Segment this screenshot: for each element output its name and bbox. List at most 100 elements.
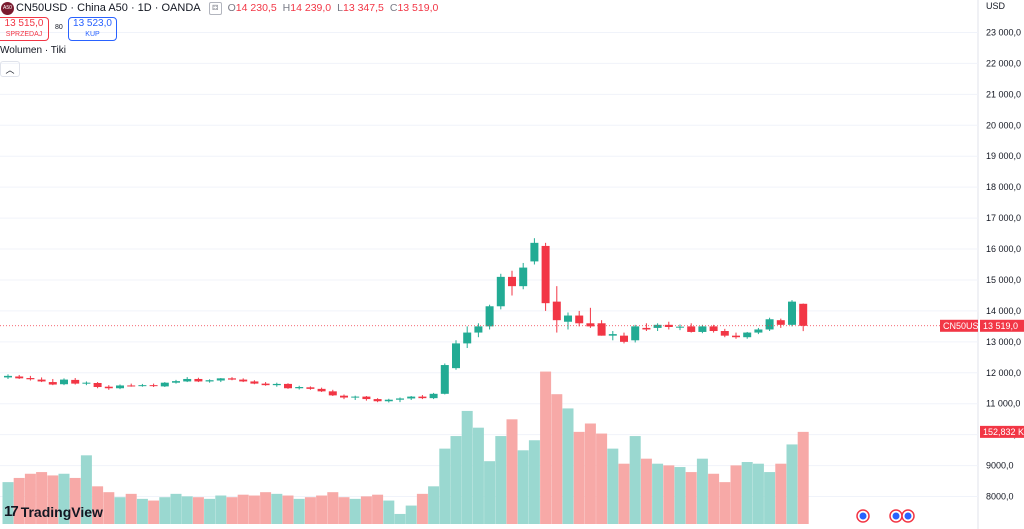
candle-body[interactable] <box>15 376 24 379</box>
y-tick-label: 12 000,0 <box>986 368 1021 378</box>
volume-bar <box>192 497 204 524</box>
volume-bar <box>584 423 596 524</box>
chevron-up-icon[interactable]: ︿ <box>0 61 20 77</box>
candle-body[interactable] <box>37 379 46 382</box>
candle-body[interactable] <box>597 323 606 336</box>
candle-body[interactable] <box>485 306 494 327</box>
sell-button[interactable]: 13 515,0 SPRZEDAJ <box>0 17 49 41</box>
currency-label[interactable]: USD <box>986 1 1006 11</box>
candle-body[interactable] <box>676 326 684 328</box>
candle-body[interactable] <box>384 399 393 402</box>
candle-body[interactable] <box>48 382 57 385</box>
candle-body[interactable] <box>351 396 360 398</box>
candle-body[interactable] <box>396 398 404 400</box>
ohlc-low-value: 13 347,5 <box>342 2 384 14</box>
candle-body[interactable] <box>60 379 68 385</box>
symbol-title[interactable]: CN50USD · China A50 · 1D · OANDA <box>16 2 201 14</box>
volume-indicator-label[interactable]: Wolumen · Tiki <box>0 45 66 56</box>
y-tick-label: 13 000,0 <box>986 337 1021 347</box>
volume-bar <box>528 440 540 524</box>
candle-body[interactable] <box>496 276 505 307</box>
volume-bar <box>159 497 171 524</box>
volume-bar <box>349 498 361 524</box>
candle-body[interactable] <box>519 267 528 287</box>
candle-body[interactable] <box>541 245 550 304</box>
volume-bar <box>237 494 249 524</box>
candle-body[interactable] <box>552 301 561 321</box>
candle-body[interactable] <box>328 391 337 396</box>
volume-bar <box>215 495 227 524</box>
candle-body[interactable] <box>743 332 752 338</box>
candle-body[interactable] <box>306 387 315 389</box>
candle-body[interactable] <box>564 315 572 322</box>
candle-body[interactable] <box>709 326 718 332</box>
candle-body[interactable] <box>754 329 763 333</box>
candle-body[interactable] <box>586 323 595 327</box>
candle-body[interactable] <box>429 393 438 399</box>
event-flag-dot <box>859 512 867 520</box>
ohlc-low-key: L <box>337 2 343 14</box>
candle-body[interactable] <box>788 301 796 325</box>
candle-body[interactable] <box>183 378 192 382</box>
candle-body[interactable] <box>317 388 326 392</box>
candle-body[interactable] <box>205 380 214 382</box>
sell-label: SPRZEDAJ <box>5 30 43 38</box>
candle-body[interactable] <box>407 396 416 399</box>
candle-body[interactable] <box>284 383 292 389</box>
candle-body[interactable] <box>698 326 707 332</box>
candle-body[interactable] <box>440 365 449 394</box>
candle-body[interactable] <box>82 382 91 384</box>
candle-body[interactable] <box>463 332 472 344</box>
candle-body[interactable] <box>116 385 124 389</box>
candle-body[interactable] <box>631 326 640 341</box>
candle-body[interactable] <box>172 381 180 383</box>
candle-body[interactable] <box>149 385 158 387</box>
candle-body[interactable] <box>26 378 35 380</box>
candle-body[interactable] <box>216 378 225 381</box>
candle-body[interactable] <box>362 396 371 400</box>
buy-button[interactable]: 13 523,0 KUP <box>68 17 117 41</box>
candle-body[interactable] <box>93 382 102 388</box>
ohlc-open-key: O <box>227 2 236 14</box>
candle-body[interactable] <box>642 327 651 330</box>
candle-body[interactable] <box>620 335 628 342</box>
candle-body[interactable] <box>71 379 80 384</box>
candle-body[interactable] <box>474 326 483 333</box>
candle-body[interactable] <box>340 395 348 398</box>
candle-body[interactable] <box>575 315 584 324</box>
candle-body[interactable] <box>261 383 270 386</box>
candle-body[interactable] <box>530 242 539 262</box>
candle-body[interactable] <box>228 378 236 380</box>
candle-body[interactable] <box>664 324 673 327</box>
volume-bar <box>450 436 462 524</box>
candle-body[interactable] <box>250 381 259 384</box>
tradingview-logo[interactable]: 17 TradingView <box>4 503 103 520</box>
compare-icon[interactable]: ⚃ <box>208 1 222 15</box>
candle-body[interactable] <box>373 399 382 402</box>
candle-body[interactable] <box>4 375 12 378</box>
spread-value: 80 <box>55 24 63 31</box>
candle-body[interactable] <box>295 387 304 389</box>
candle-body[interactable] <box>776 320 785 325</box>
ohlc-low: L13 347,5 <box>337 2 384 14</box>
candle-body[interactable] <box>608 334 617 336</box>
candle-body[interactable] <box>799 303 808 326</box>
candle-body[interactable] <box>452 343 460 369</box>
candle-body[interactable] <box>732 335 740 338</box>
candle-body[interactable] <box>720 331 729 336</box>
candle-body[interactable] <box>160 382 169 387</box>
volume-badge <box>980 425 1024 438</box>
candle-body[interactable] <box>418 396 427 399</box>
candle-body[interactable] <box>687 326 696 332</box>
candle-body[interactable] <box>653 324 662 328</box>
candle-body[interactable] <box>765 319 774 330</box>
candle-body[interactable] <box>239 379 248 382</box>
volume-bar <box>775 463 787 524</box>
candle-body[interactable] <box>194 378 203 382</box>
candle-body[interactable] <box>508 276 516 287</box>
candle-body[interactable] <box>127 385 136 387</box>
candle-body[interactable] <box>104 386 113 389</box>
candle-body[interactable] <box>272 383 281 386</box>
candle-body[interactable] <box>138 385 147 387</box>
